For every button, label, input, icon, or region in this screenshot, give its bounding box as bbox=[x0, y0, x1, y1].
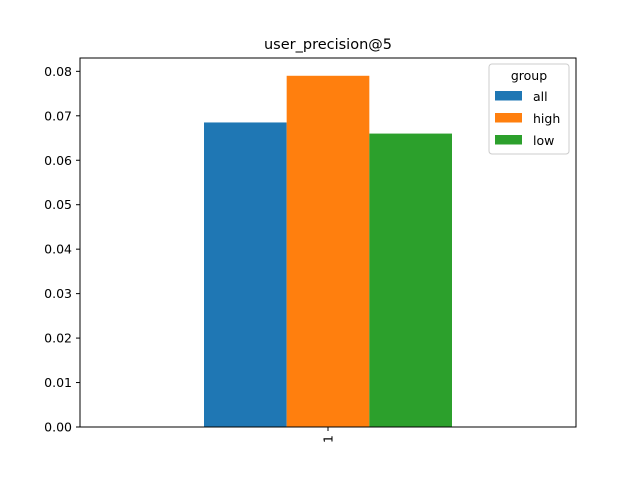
bar-all bbox=[204, 122, 287, 427]
legend-box bbox=[488, 63, 570, 155]
legend-label-all: all bbox=[533, 89, 548, 104]
legend-label-high: high bbox=[533, 111, 560, 126]
bar-high bbox=[286, 75, 370, 427]
y-axis: 0.00 0.01 0.02 0.03 0.04 0.05 0.06 0.07 0.08 bbox=[44, 64, 80, 435]
chart-title: user_precision@5 bbox=[264, 37, 392, 53]
y-tick-label: 0.07 bbox=[44, 108, 72, 123]
legend-swatch-low bbox=[495, 135, 522, 145]
legend-swatch-high bbox=[495, 113, 522, 123]
bar-low bbox=[369, 133, 452, 427]
y-tick-label: 0.02 bbox=[44, 331, 72, 346]
y-tick-label: 0.08 bbox=[44, 64, 72, 79]
y-tick-label: 0.06 bbox=[44, 153, 72, 168]
y-tick-label: 0.01 bbox=[44, 375, 72, 390]
y-tick-label: 0.04 bbox=[44, 242, 72, 257]
legend: group all high low bbox=[488, 63, 570, 155]
y-tick-label: 0.03 bbox=[44, 286, 72, 301]
legend-label-low: low bbox=[533, 133, 554, 148]
x-tick-label: 1 bbox=[321, 435, 336, 443]
y-tick-label: 0.05 bbox=[44, 197, 72, 212]
bars bbox=[204, 75, 452, 427]
legend-swatch-all bbox=[495, 91, 522, 101]
x-axis: 1 bbox=[321, 427, 336, 443]
y-tick-label: 0.00 bbox=[44, 420, 72, 435]
legend-title: group bbox=[511, 68, 547, 83]
plot-frame bbox=[79, 57, 577, 428]
